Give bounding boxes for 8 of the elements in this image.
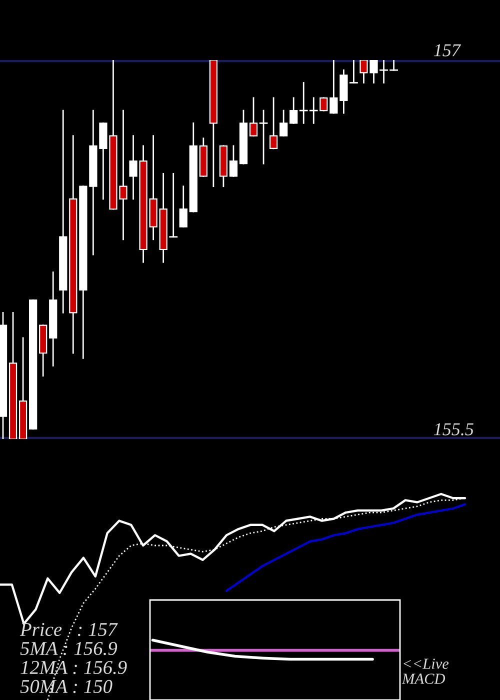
y-tick-label: 155.5	[434, 423, 474, 436]
annotation: 50MA : 150	[20, 680, 112, 694]
annotation: Price : 157	[20, 622, 118, 636]
annotation: 12MA : 156.9	[20, 660, 127, 674]
annotation: 5MA : 156.9	[20, 642, 118, 656]
annotation: <<Live	[404, 658, 449, 669]
y-tick-label: 157	[434, 44, 462, 56]
annotation: MACD	[402, 674, 446, 684]
